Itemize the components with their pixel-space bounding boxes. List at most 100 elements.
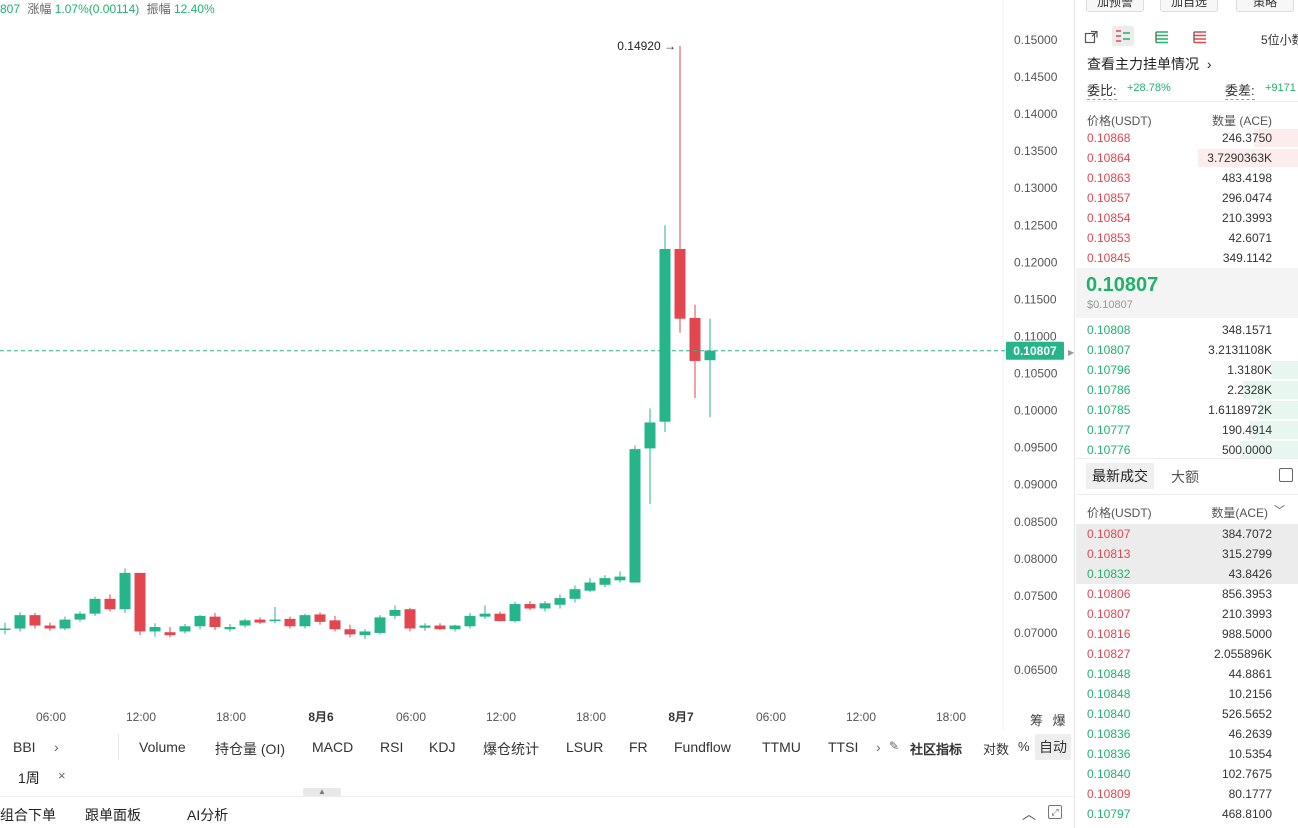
indicator-volume[interactable]: Volume: [139, 739, 186, 755]
y-tick-label: 0.07500: [1014, 589, 1058, 603]
candle-body: [674, 249, 686, 319]
indicator-liquidation[interactable]: 爆仓统计: [483, 741, 539, 757]
y-tick-label: 0.12500: [1014, 218, 1058, 232]
tab-ai-analysis[interactable]: AI分析: [187, 807, 229, 823]
trade-price: 0.10807: [1087, 527, 1131, 541]
community-indicators[interactable]: 社区指标: [910, 742, 963, 757]
tab-large-trades[interactable]: 大额: [1171, 469, 1199, 485]
tab-latest-trades[interactable]: 最新成交: [1086, 463, 1154, 489]
x-tick-label: 12:00: [486, 710, 516, 724]
trades-qty-header[interactable]: 数量(ACE): [1211, 506, 1268, 520]
main-orders-label: 查看主力挂单情况: [1087, 56, 1199, 72]
chevron-up-icon[interactable]: ︿: [1022, 806, 1036, 822]
last-price-box: [1076, 268, 1298, 318]
kline-chart-area[interactable]: 0.15000 0.14500 0.14000 0.13500 0.13000 0.125…: [0, 0, 1074, 730]
candle: [674, 45, 686, 333]
indicator-macd[interactable]: MACD: [312, 739, 354, 755]
close-icon[interactable]: ×: [58, 768, 66, 783]
indicator-rsi[interactable]: RSI: [380, 739, 404, 755]
ask-row[interactable]: 0.10868 246.3750: [1076, 128, 1298, 148]
y-tick-label: 0.11000: [1014, 329, 1057, 343]
indicator-ttsi[interactable]: TTSI: [828, 739, 859, 755]
candle: [284, 616, 296, 629]
layout-asks-icon[interactable]: [1192, 30, 1208, 44]
candle: [374, 615, 386, 635]
x-tick-label: 06:00: [396, 710, 426, 724]
indicator-fundflow[interactable]: Fundflow: [674, 739, 731, 755]
y-tick-label: 0.15000: [1014, 33, 1058, 47]
candle-body: [284, 618, 296, 627]
candle: [89, 596, 101, 616]
add-alert-button[interactable]: 加预警: [1086, 0, 1144, 12]
edit-icon[interactable]: ✎: [889, 739, 900, 753]
chevron-down-icon[interactable]: ﹀: [1274, 505, 1285, 517]
candle: [509, 601, 521, 623]
orderbook-price-header: 价格(USDT): [1087, 114, 1152, 128]
ask-row[interactable]: 0.10845 349.1142: [1076, 248, 1298, 268]
indicator-ttmu[interactable]: TTMU: [762, 739, 801, 755]
collapse-handle[interactable]: ▲: [303, 788, 341, 796]
candle: [149, 623, 161, 637]
amplitude-label: 振幅: [146, 2, 171, 16]
indicator-oi[interactable]: 持仓量 (OI): [215, 741, 285, 757]
amplitude-value: 12.40%: [173, 2, 215, 16]
bid-qty: 1.6118972K: [1208, 403, 1272, 417]
bid-row[interactable]: 0.10776 500.0000: [1076, 440, 1298, 460]
bid-row[interactable]: 0.10807 3.2131108K: [1076, 340, 1298, 360]
bid-row[interactable]: 0.10777 190.4914: [1076, 420, 1298, 440]
caret-right-icon[interactable]: ▶: [1068, 348, 1074, 357]
bid-row[interactable]: 0.10796 1.3180K: [1076, 360, 1298, 380]
layout-bids-icon[interactable]: [1154, 30, 1170, 44]
panel-divider[interactable]: [1074, 0, 1075, 828]
large-trades-checkbox[interactable]: [1279, 468, 1293, 482]
ask-row[interactable]: 0.10854 210.3993: [1076, 208, 1298, 228]
layout-both-button[interactable]: [1112, 26, 1134, 46]
decimals-selector[interactable]: 5位小数: [1261, 33, 1298, 47]
auto-scale-toggle[interactable]: 自动: [1035, 734, 1071, 760]
candle: [344, 624, 356, 638]
candle-body: [629, 449, 641, 583]
liquidation-tool[interactable]: 爆: [1052, 713, 1066, 728]
add-watchlist-button[interactable]: 加自选: [1160, 0, 1218, 12]
log-scale-toggle[interactable]: 对数: [983, 742, 1010, 757]
candle: [449, 624, 461, 632]
popout-icon[interactable]: [1084, 30, 1100, 44]
tab-copy-trading[interactable]: 跟单面板: [85, 807, 141, 823]
candle-body: [44, 625, 56, 629]
percent-scale-toggle[interactable]: %: [1018, 739, 1030, 754]
indicator-fr[interactable]: FR: [629, 739, 648, 755]
trade-row: 0.10827 2.055896K: [1076, 644, 1298, 664]
orderbook-panel: 加预警 加自选 策略 5位小数 查看主力挂单情况 › 委比: +28.78%: [1076, 0, 1298, 828]
period-tag[interactable]: 1周: [18, 770, 40, 786]
candle: [584, 578, 596, 593]
candle-body: [569, 589, 581, 599]
bid-row[interactable]: 0.10786 2.2328K: [1076, 380, 1298, 400]
candle-body: [554, 598, 566, 605]
tab-combo-order[interactable]: 组合下单: [0, 807, 56, 823]
depth-bar: [1242, 381, 1298, 399]
ask-row[interactable]: 0.10864 3.7290363K: [1076, 148, 1298, 168]
strategy-button[interactable]: 策略: [1236, 0, 1294, 12]
ask-row[interactable]: 0.10863 483.4198: [1076, 168, 1298, 188]
candle: [104, 594, 116, 612]
chevron-right-icon[interactable]: ›: [54, 739, 59, 755]
ask-row[interactable]: 0.10853 42.6071: [1076, 228, 1298, 248]
candle-body: [104, 598, 116, 610]
indicator-lsur[interactable]: LSUR: [566, 739, 604, 755]
expand-icon[interactable]: ⤢: [1048, 805, 1062, 819]
chevron-right-icon[interactable]: ›: [876, 739, 881, 755]
y-tick-label: 0.08500: [1014, 515, 1058, 529]
kline-chart[interactable]: 0.15000 0.14500 0.14000 0.13500 0.13000 0.125…: [0, 0, 1074, 730]
ask-row[interactable]: 0.10857 296.0474: [1076, 188, 1298, 208]
chart-summary: 807 涨幅 1.07%(0.00114) 振幅 12.40%: [0, 0, 215, 16]
candle-body: [494, 613, 506, 622]
bid-row[interactable]: 0.10785 1.6118972K: [1076, 400, 1298, 420]
main-orders-link[interactable]: 查看主力挂单情况 ›: [1087, 54, 1212, 74]
indicator-bbi[interactable]: BBI: [13, 739, 36, 755]
axis-corner-tools[interactable]: 筹 爆: [1030, 710, 1072, 729]
bid-row[interactable]: 0.10808 348.1571: [1076, 320, 1298, 340]
depth-bar: [1249, 421, 1298, 439]
indicator-kdj[interactable]: KDJ: [429, 739, 456, 755]
chip-tool[interactable]: 筹: [1030, 713, 1044, 728]
